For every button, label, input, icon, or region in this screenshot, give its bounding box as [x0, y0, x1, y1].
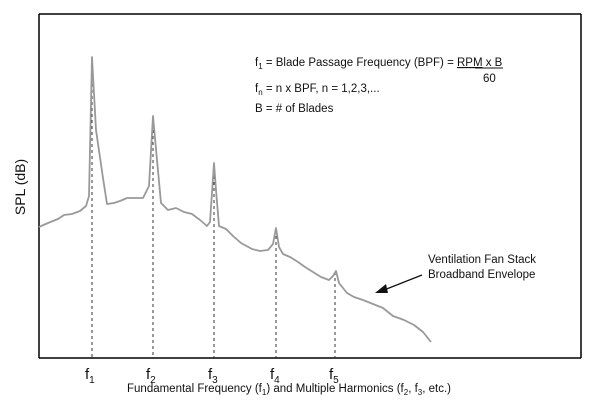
harmonic-labels: f1 f2 f3 f4 f5 [85, 366, 339, 386]
harmonic-label-f1: f1 [85, 366, 95, 386]
equation-fraction-numerator: RPM [457, 57, 483, 69]
annotation-arrow-shaft [383, 274, 423, 291]
annotation-line-2: Broadband Envelope [428, 269, 535, 281]
harmonic-label-f2: f2 [146, 366, 156, 386]
harmonic-label-f4: f4 [270, 366, 280, 386]
spectrum-curve [38, 56, 432, 343]
equation-fraction-denominator: 60 [483, 73, 496, 85]
harmonic-label-f5: f5 [329, 366, 339, 386]
harmonic-label-f3: f3 [208, 366, 218, 386]
broadband-annotation: Ventilation Fan Stack Broadband Envelope [375, 254, 536, 293]
harmonic-guides [91, 60, 336, 358]
annotation-arrow-head [375, 284, 388, 293]
plot-frame [38, 13, 582, 359]
equations-block: f1 = Blade Passage Frequency (BPF) = RPM… [255, 57, 503, 115]
equation-harmonics: fn = n x BPF, n = 1,2,3,... [255, 83, 380, 97]
annotation-line-1: Ventilation Fan Stack [428, 254, 536, 266]
x-axis-title: Fundamental Frequency (f1) and Multiple … [127, 383, 451, 397]
y-axis-title: SPL (dB) [12, 159, 28, 215]
equation-bpf: f1 = Blade Passage Frequency (BPF) = RPM… [255, 57, 503, 71]
equation-blades: B = # of Blades [255, 103, 334, 115]
